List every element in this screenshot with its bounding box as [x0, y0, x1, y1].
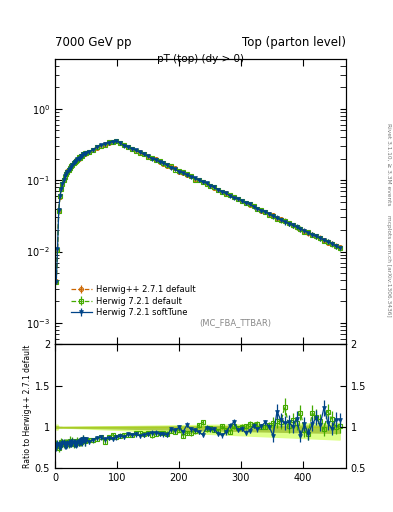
Text: Top (parton level): Top (parton level) — [242, 36, 346, 49]
Text: (MC_FBA_TTBAR): (MC_FBA_TTBAR) — [199, 318, 271, 327]
Title: pT (top) (dy > 0): pT (top) (dy > 0) — [157, 54, 244, 64]
Legend: Herwig++ 2.7.1 default, Herwig 7.2.1 default, Herwig 7.2.1 softTune: Herwig++ 2.7.1 default, Herwig 7.2.1 def… — [71, 285, 195, 317]
Text: mcplots.cern.ch [arXiv:1306.3436]: mcplots.cern.ch [arXiv:1306.3436] — [386, 216, 391, 317]
Text: 7000 GeV pp: 7000 GeV pp — [55, 36, 132, 49]
Text: Rivet 3.1.10, ≥ 3.3M events: Rivet 3.1.10, ≥ 3.3M events — [386, 122, 391, 205]
Y-axis label: Ratio to Herwig++ 2.7.1 default: Ratio to Herwig++ 2.7.1 default — [23, 345, 32, 468]
